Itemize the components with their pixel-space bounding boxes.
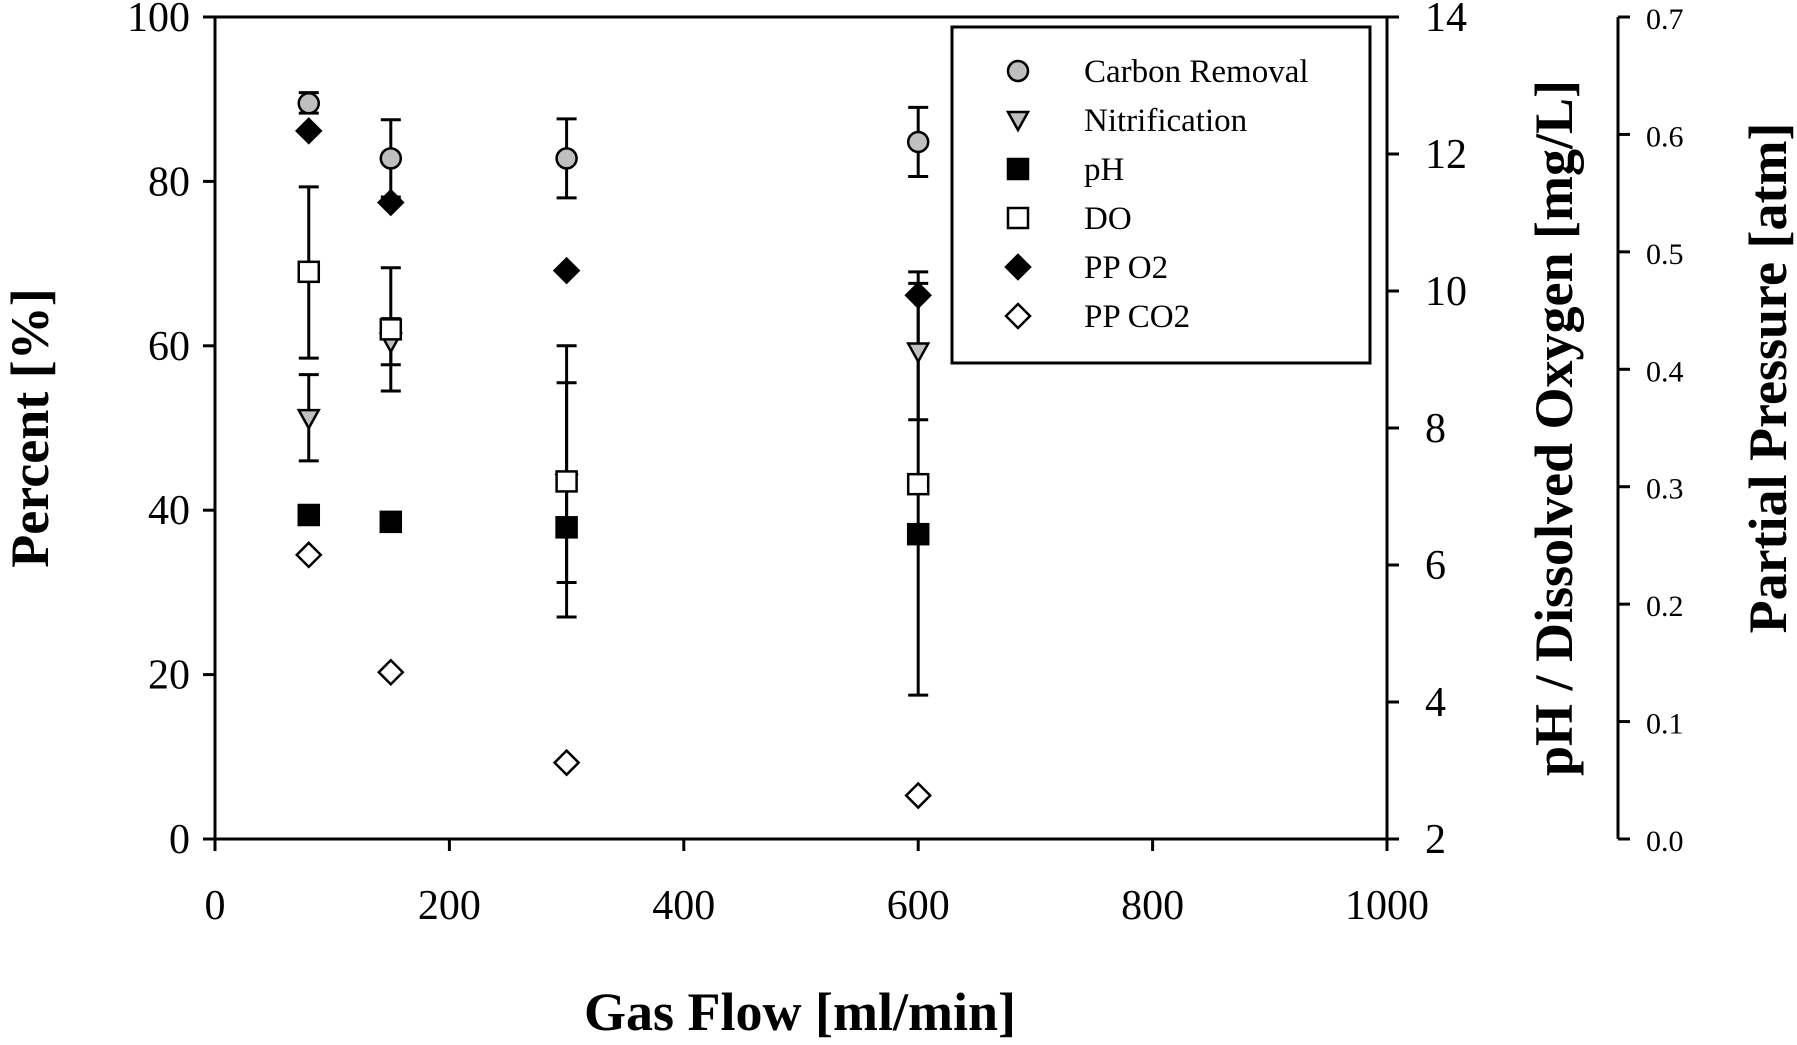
legend-marker — [1006, 59, 1030, 83]
data-point — [377, 658, 405, 687]
y3-axis-title: Partial Pressure [atm] — [1738, 123, 1797, 634]
legend-marker — [1005, 110, 1031, 133]
data-point — [906, 472, 930, 496]
data-point — [555, 147, 578, 170]
y3-tick-label: 0.0 — [1646, 825, 1684, 858]
y3-tick-label: 0.7 — [1646, 3, 1684, 36]
data-point — [297, 92, 321, 115]
data-point — [297, 503, 321, 527]
y2-tick-label: 8 — [1425, 406, 1446, 452]
y-tick-label: 40 — [148, 488, 190, 534]
y3-tick-label: 0.4 — [1646, 355, 1684, 388]
y3-tick-label: 0.2 — [1646, 590, 1684, 623]
axes: 0 200 400 600 800 1000 0 20 40 60 80 100 2 4 6 8 10 12 14 0… — [127, 0, 1684, 929]
legend-label: Nitrification — [1084, 103, 1247, 139]
data-point — [552, 256, 581, 285]
legend-marker — [1004, 253, 1032, 281]
x-tick-label: 0 — [205, 883, 226, 929]
y-axis-title: Percent [%] — [0, 288, 60, 567]
legend: Carbon Removal Nitrification pH DO PP O2 PP C… — [950, 25, 1372, 365]
series-pp-co2 — [294, 541, 932, 810]
y3-tick-label: 0.1 — [1646, 708, 1684, 741]
data-point — [294, 117, 323, 145]
data-point — [294, 541, 323, 569]
legend-marker — [1004, 302, 1032, 330]
data-point — [296, 408, 321, 431]
x-axis-title: Gas Flow [ml/min] — [584, 982, 1016, 1042]
data-point — [904, 281, 932, 310]
y2-tick-label: 10 — [1425, 269, 1467, 315]
series-ph — [297, 503, 930, 546]
x-tick-label: 1000 — [1345, 883, 1429, 929]
series-nitrification — [296, 332, 931, 496]
y-tick-label: 80 — [148, 159, 190, 205]
x-tick-label: 600 — [887, 883, 950, 929]
series-carbon-removal — [297, 92, 930, 170]
y-tick-label: 100 — [127, 0, 190, 41]
data-point — [379, 318, 403, 341]
legend-marker — [1006, 157, 1030, 181]
y2-tick-label: 4 — [1425, 680, 1446, 726]
series-pp-o2 — [294, 117, 932, 310]
data-point — [379, 510, 403, 534]
data-marks — [294, 91, 932, 810]
data-point — [555, 470, 578, 493]
y-tick-label: 20 — [148, 653, 190, 699]
series-do — [297, 260, 930, 496]
legend-label: DO — [1084, 201, 1132, 237]
y2-tick-label: 2 — [1425, 817, 1446, 863]
data-point — [906, 342, 931, 365]
legend-label: PP O2 — [1084, 250, 1168, 286]
data-point — [552, 748, 581, 777]
y2-tick-label: 12 — [1425, 132, 1467, 178]
data-point — [555, 516, 578, 539]
data-point — [377, 188, 405, 217]
x-tick-label: 200 — [418, 883, 481, 929]
y3-tick-label: 0.3 — [1646, 473, 1684, 506]
y-tick-label: 60 — [148, 324, 190, 370]
y-tick-label: 0 — [169, 817, 190, 863]
data-point — [379, 147, 403, 170]
y2-tick-label: 6 — [1425, 543, 1446, 589]
y2-tick-label: 14 — [1425, 0, 1467, 41]
data-point — [904, 781, 932, 810]
legend-label: Carbon Removal — [1084, 54, 1309, 90]
y2-axis-title: pH / Dissolved Oxygen [mg/L] — [1524, 80, 1584, 776]
data-point — [906, 130, 930, 154]
x-tick-label: 400 — [652, 883, 715, 929]
data-point — [906, 522, 930, 546]
legend-label: pH — [1084, 152, 1124, 188]
y3-tick-label: 0.6 — [1646, 120, 1684, 153]
legend-label: PP CO2 — [1084, 299, 1190, 335]
x-tick-label: 800 — [1121, 883, 1184, 929]
y3-tick-label: 0.5 — [1646, 238, 1684, 271]
data-point — [297, 260, 321, 284]
legend-marker — [1006, 206, 1030, 230]
